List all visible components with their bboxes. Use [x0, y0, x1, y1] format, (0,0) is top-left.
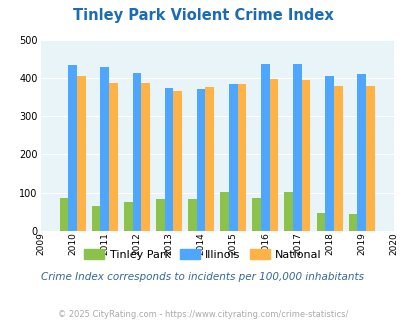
Bar [141, 83, 149, 231]
Bar [205, 87, 213, 231]
Bar [365, 86, 374, 231]
Bar [92, 206, 100, 231]
Bar [237, 84, 246, 231]
Bar [132, 73, 141, 231]
Text: Crime Index corresponds to incidents per 100,000 inhabitants: Crime Index corresponds to incidents per… [41, 272, 364, 282]
Text: Tinley Park Violent Crime Index: Tinley Park Violent Crime Index [72, 8, 333, 23]
Bar [68, 65, 77, 231]
Bar [109, 83, 117, 231]
Bar [269, 79, 278, 231]
Bar [228, 84, 237, 231]
Bar [284, 192, 292, 231]
Bar [77, 76, 85, 231]
Bar [100, 67, 109, 231]
Bar [188, 199, 196, 231]
Bar [301, 80, 310, 231]
Bar [356, 75, 365, 231]
Bar [260, 64, 269, 231]
Bar [220, 192, 228, 231]
Legend: Tinley Park, Illinois, National: Tinley Park, Illinois, National [80, 245, 325, 264]
Bar [156, 199, 164, 231]
Bar [324, 76, 333, 231]
Bar [124, 202, 132, 231]
Bar [196, 89, 205, 231]
Bar [333, 85, 342, 231]
Bar [164, 88, 173, 231]
Bar [292, 64, 301, 231]
Bar [252, 198, 260, 231]
Bar [60, 198, 68, 231]
Text: © 2025 CityRating.com - https://www.cityrating.com/crime-statistics/: © 2025 CityRating.com - https://www.city… [58, 310, 347, 319]
Bar [348, 214, 356, 231]
Bar [316, 213, 324, 231]
Bar [173, 90, 181, 231]
